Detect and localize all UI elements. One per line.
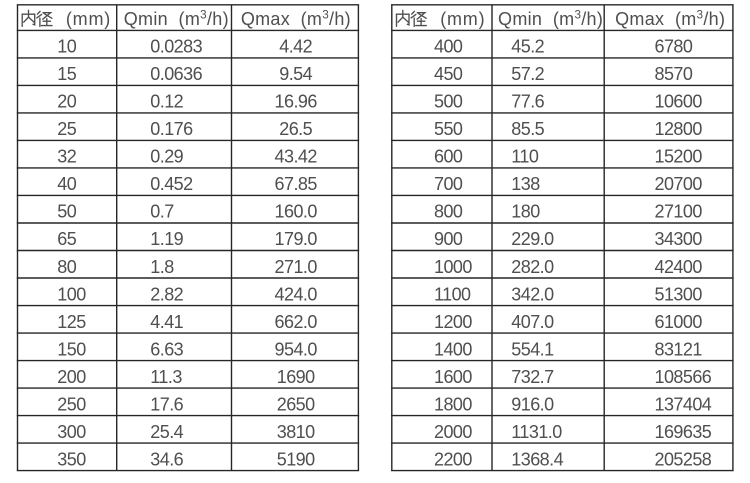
svg-text:1368.4: 1368.4 [511, 449, 563, 469]
svg-text:20: 20 [57, 92, 76, 112]
svg-text:27100: 27100 [655, 202, 703, 222]
svg-text:6.63: 6.63 [150, 339, 183, 359]
svg-text:205258: 205258 [655, 449, 712, 469]
svg-text:271.0: 271.0 [275, 257, 318, 277]
svg-text:16.96: 16.96 [275, 92, 318, 112]
svg-text:12800: 12800 [655, 119, 703, 139]
svg-text:0.176: 0.176 [150, 119, 193, 139]
svg-text:25.4: 25.4 [150, 422, 183, 442]
svg-text:2000: 2000 [434, 422, 472, 442]
svg-text:83121: 83121 [655, 339, 703, 359]
svg-text:500: 500 [434, 92, 463, 112]
svg-text:424.0: 424.0 [275, 284, 318, 304]
svg-text:0.7: 0.7 [150, 202, 174, 222]
svg-text:45.2: 45.2 [511, 37, 544, 57]
svg-text:25: 25 [57, 119, 76, 139]
svg-text:125: 125 [57, 312, 86, 332]
svg-text:32: 32 [57, 147, 76, 167]
svg-text:150: 150 [57, 339, 86, 359]
svg-text:11.3: 11.3 [150, 367, 182, 387]
svg-text:2.82: 2.82 [150, 284, 183, 304]
svg-text:57.2: 57.2 [511, 64, 544, 84]
svg-text:282.0: 282.0 [511, 257, 554, 277]
svg-text:450: 450 [434, 64, 463, 84]
svg-text:1000: 1000 [434, 257, 472, 277]
svg-text:67.85: 67.85 [275, 174, 318, 194]
svg-text:200: 200 [57, 367, 86, 387]
svg-text:(mm): (mm) [66, 9, 111, 29]
svg-text:8570: 8570 [655, 64, 693, 84]
svg-text:0.12: 0.12 [150, 92, 183, 112]
svg-text:17.6: 17.6 [150, 394, 183, 414]
svg-text:916.0: 916.0 [511, 394, 554, 414]
svg-text:85.5: 85.5 [511, 119, 544, 139]
svg-text:350: 350 [57, 449, 86, 469]
svg-text:0.29: 0.29 [150, 147, 183, 167]
svg-text:0.452: 0.452 [150, 174, 193, 194]
svg-text:1690: 1690 [277, 367, 315, 387]
svg-text:180: 180 [511, 202, 540, 222]
svg-text:160.0: 160.0 [275, 202, 318, 222]
svg-text:137404: 137404 [655, 394, 712, 414]
svg-text:15200: 15200 [655, 147, 703, 167]
svg-text:6780: 6780 [655, 37, 693, 57]
svg-text:1.8: 1.8 [150, 257, 174, 277]
svg-text:662.0: 662.0 [275, 312, 318, 332]
svg-text:250: 250 [57, 394, 86, 414]
svg-text:0.0636: 0.0636 [150, 64, 202, 84]
svg-text:110: 110 [511, 147, 539, 167]
svg-text:26.5: 26.5 [279, 119, 312, 139]
svg-text:229.0: 229.0 [511, 229, 554, 249]
svg-text:700: 700 [434, 174, 463, 194]
svg-text:600: 600 [434, 147, 463, 167]
svg-text:800: 800 [434, 202, 463, 222]
svg-text:342.0: 342.0 [511, 284, 554, 304]
svg-text:1.19: 1.19 [150, 229, 183, 249]
svg-text:1200: 1200 [434, 312, 472, 332]
svg-text:65: 65 [57, 229, 76, 249]
svg-text:34300: 34300 [655, 229, 703, 249]
svg-text:2200: 2200 [434, 449, 472, 469]
svg-text:2650: 2650 [277, 394, 315, 414]
svg-text:61000: 61000 [655, 312, 703, 332]
svg-text:4.41: 4.41 [150, 312, 183, 332]
svg-text:10600: 10600 [655, 92, 703, 112]
svg-text:550: 550 [434, 119, 463, 139]
svg-text:9.54: 9.54 [279, 64, 312, 84]
svg-text:407.0: 407.0 [511, 312, 554, 332]
svg-text:554.1: 554.1 [511, 339, 554, 359]
svg-text:1400: 1400 [434, 339, 472, 359]
svg-text:42400: 42400 [655, 257, 703, 277]
svg-text:50: 50 [57, 202, 76, 222]
svg-text:732.7: 732.7 [511, 367, 554, 387]
svg-text:1100: 1100 [434, 284, 471, 304]
svg-text:77.6: 77.6 [511, 92, 544, 112]
svg-text:34.6: 34.6 [150, 449, 183, 469]
svg-text:400: 400 [434, 37, 463, 57]
svg-text:900: 900 [434, 229, 463, 249]
svg-text:1131.0: 1131.0 [511, 422, 562, 442]
svg-text:40: 40 [57, 174, 76, 194]
svg-text:100: 100 [57, 284, 86, 304]
svg-text:80: 80 [57, 257, 76, 277]
svg-text:0.0283: 0.0283 [150, 37, 202, 57]
svg-text:15: 15 [57, 64, 76, 84]
svg-text:108566: 108566 [655, 367, 712, 387]
svg-text:10: 10 [57, 37, 76, 57]
svg-text:179.0: 179.0 [275, 229, 318, 249]
svg-text:1800: 1800 [434, 394, 472, 414]
svg-text:954.0: 954.0 [275, 339, 318, 359]
svg-text:1600: 1600 [434, 367, 472, 387]
svg-text:169635: 169635 [655, 422, 712, 442]
svg-text:51300: 51300 [655, 284, 703, 304]
svg-text:4.42: 4.42 [279, 37, 312, 57]
svg-text:43.42: 43.42 [275, 147, 318, 167]
svg-text:5190: 5190 [277, 449, 315, 469]
svg-text:300: 300 [57, 422, 86, 442]
svg-text:3810: 3810 [277, 422, 315, 442]
svg-text:138: 138 [511, 174, 540, 194]
svg-text:(mm): (mm) [440, 9, 485, 29]
svg-text:20700: 20700 [655, 174, 703, 194]
